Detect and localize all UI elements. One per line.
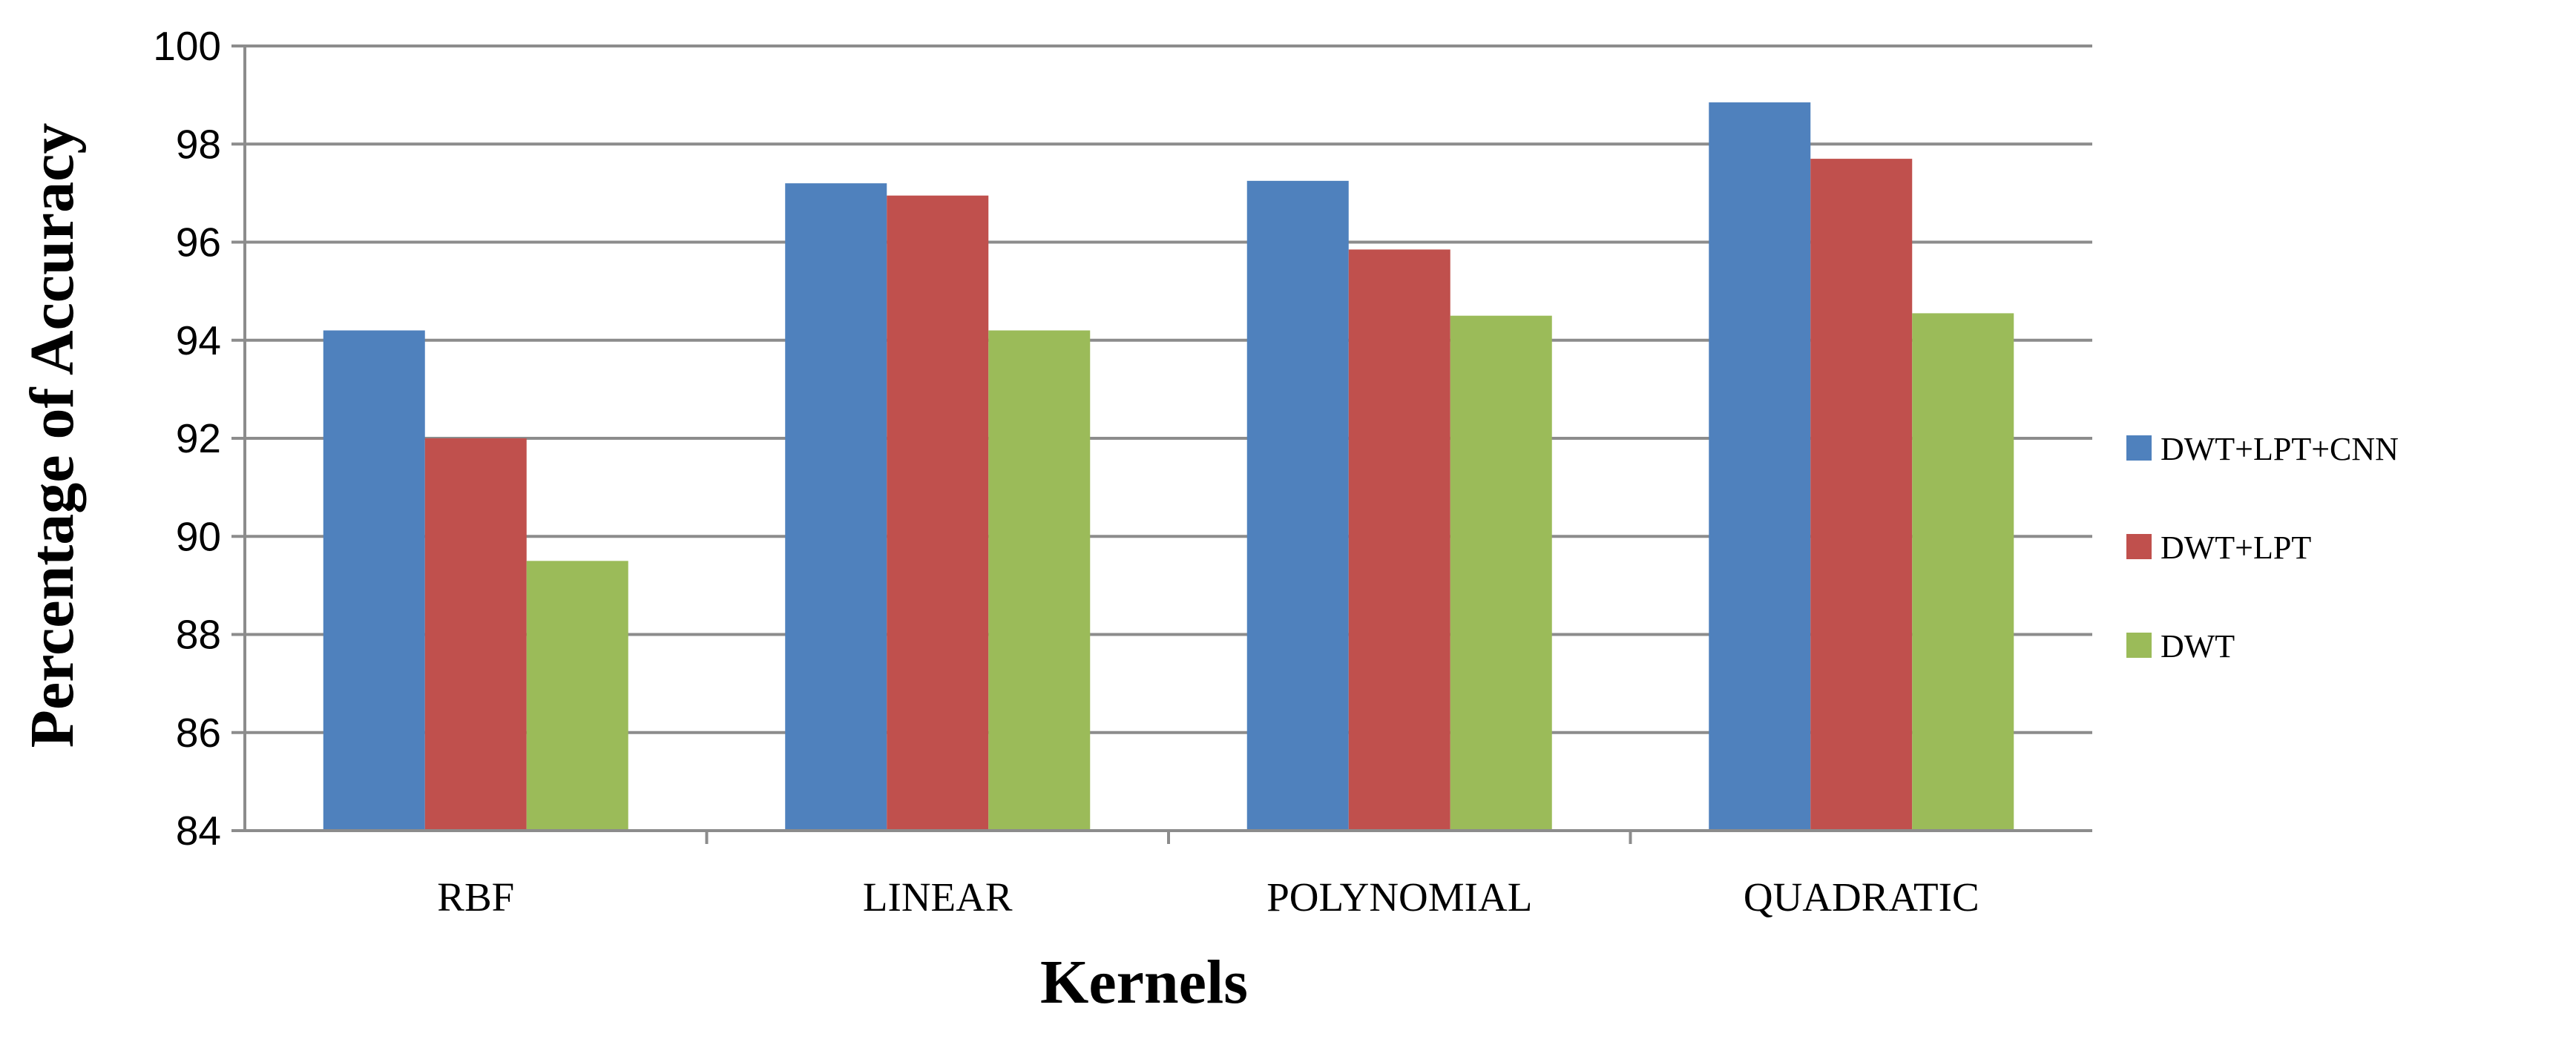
- y-tick-label: 96: [176, 220, 221, 266]
- bar: [1912, 313, 2014, 831]
- bar: [1348, 249, 1450, 831]
- axes: [243, 46, 2092, 844]
- bar: [1810, 159, 1913, 831]
- legend-entry: DWT+LPT+CNN: [2161, 431, 2399, 467]
- bar: [988, 330, 1091, 831]
- bar: [424, 438, 527, 831]
- y-tick-label: 100: [153, 23, 221, 69]
- bar: [323, 330, 425, 831]
- legend-entry: DWT: [2161, 628, 2235, 665]
- bars: [323, 102, 2014, 831]
- x-tick-label: LINEAR: [863, 874, 1013, 920]
- bar: [1450, 315, 1552, 831]
- y-tick-label: 88: [176, 612, 221, 658]
- x-axis-title: Kernels: [1040, 948, 1248, 1017]
- y-tick-label: 90: [176, 513, 221, 559]
- x-tick-label: QUADRATIC: [1744, 874, 1979, 920]
- bar: [526, 561, 628, 831]
- y-axis-title: Percentage of Accuracy: [18, 123, 87, 748]
- bar: [1246, 180, 1349, 831]
- legend-swatch: [2126, 534, 2152, 559]
- y-tick-labels: 84 86 88 90 92 94 96 98 100: [153, 23, 221, 854]
- x-tick-labels: RBF LINEAR POLYNOMIAL QUADRATIC: [437, 874, 1979, 920]
- legend-entry: DWT+LPT: [2161, 530, 2311, 566]
- bar: [785, 183, 887, 831]
- x-tick-label: POLYNOMIAL: [1266, 874, 1532, 920]
- bar: [1709, 102, 1811, 831]
- y-tick-label: 92: [176, 415, 221, 461]
- legend-swatch: [2126, 633, 2152, 658]
- legend-swatch: [2126, 435, 2152, 461]
- y-tick-label: 84: [176, 808, 221, 854]
- legend: DWT+LPT+CNN DWT+LPT DWT: [2126, 431, 2399, 665]
- y-tick-label: 98: [176, 121, 221, 167]
- bar: [887, 195, 989, 831]
- x-tick-label: RBF: [437, 874, 514, 920]
- y-tick-label: 94: [176, 317, 221, 363]
- y-tick-label: 86: [176, 710, 221, 756]
